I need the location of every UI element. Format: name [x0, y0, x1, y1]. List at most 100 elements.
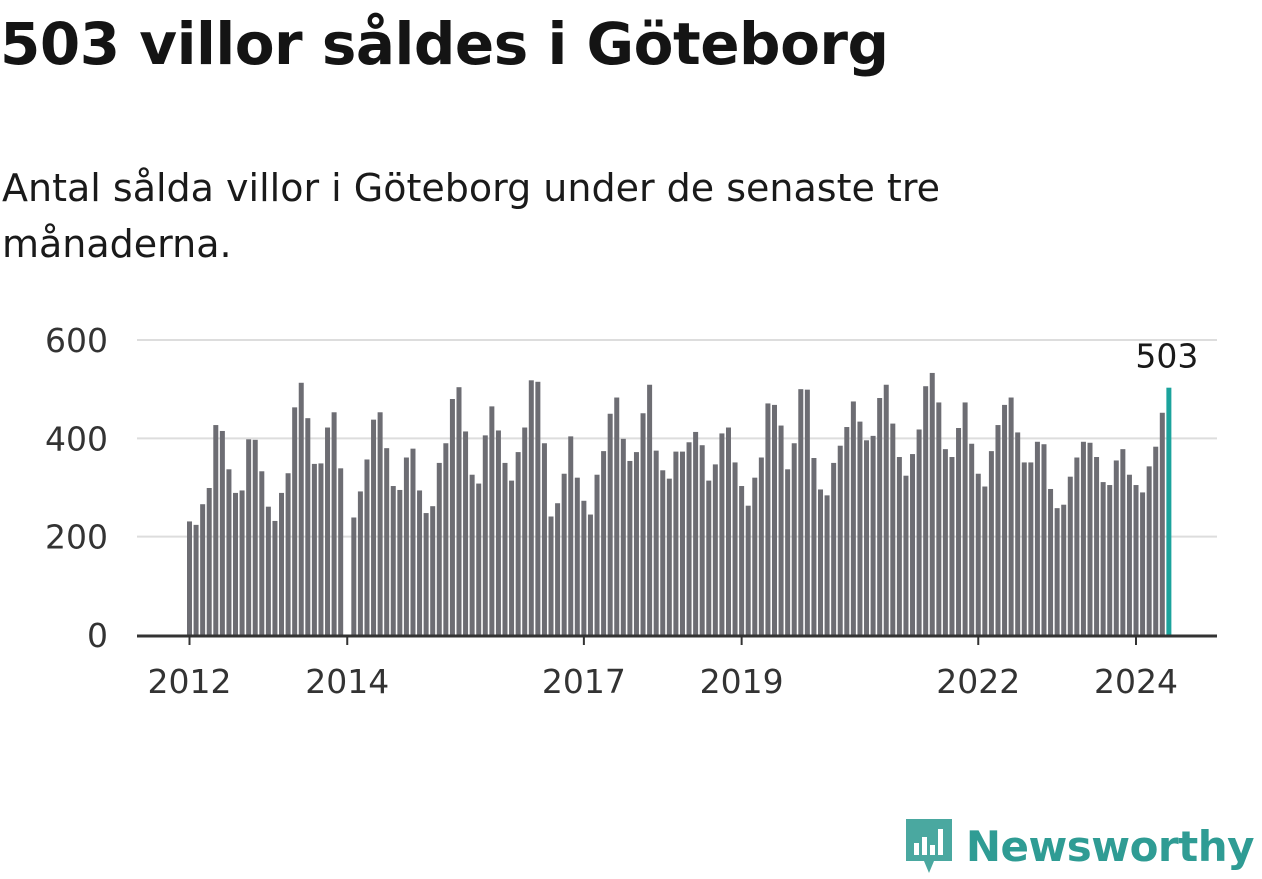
bar	[1041, 444, 1047, 635]
bar	[758, 457, 764, 635]
bar	[495, 430, 501, 635]
bar	[456, 387, 462, 635]
bar	[706, 480, 712, 635]
bar	[660, 470, 666, 635]
bar	[541, 443, 547, 635]
bar	[1107, 485, 1113, 635]
bar	[325, 427, 331, 635]
y-tick-label: 0	[87, 616, 108, 655]
bar	[423, 513, 429, 635]
bar	[870, 435, 876, 635]
newsworthy-logo: Newsworthy	[904, 817, 1255, 875]
bar	[824, 495, 830, 635]
bar	[239, 490, 245, 635]
bar	[837, 445, 843, 635]
bar	[864, 440, 870, 635]
bar	[647, 384, 653, 635]
bar	[206, 487, 212, 635]
bar	[601, 451, 607, 635]
bar	[377, 412, 383, 635]
bar	[430, 506, 436, 635]
bar	[443, 443, 449, 635]
bar	[1002, 404, 1008, 635]
bar	[771, 404, 777, 635]
bar	[923, 386, 929, 635]
bar	[298, 382, 304, 635]
bar	[778, 425, 784, 635]
bar	[818, 489, 824, 635]
bar	[226, 469, 232, 635]
bar	[1133, 485, 1139, 635]
bar	[568, 436, 574, 635]
bar	[1087, 442, 1093, 635]
bar	[791, 443, 797, 635]
bar	[811, 458, 817, 635]
bar	[587, 514, 593, 635]
bar	[686, 442, 692, 635]
bar	[903, 475, 909, 635]
bar	[640, 413, 646, 635]
bar	[620, 438, 626, 635]
bar	[1153, 446, 1159, 635]
y-tick-label: 600	[45, 321, 108, 360]
bar	[515, 452, 521, 635]
bar	[673, 451, 679, 635]
bar	[1113, 460, 1119, 635]
bar	[765, 403, 771, 635]
bar	[574, 477, 580, 635]
x-tick-label: 2017	[542, 662, 626, 701]
x-tick-label: 2022	[936, 662, 1020, 701]
bar	[844, 427, 850, 635]
x-tick-label: 2014	[305, 662, 389, 701]
bar	[739, 486, 745, 635]
x-tick-label: 2024	[1094, 662, 1178, 701]
bar	[653, 450, 659, 635]
y-tick-label: 400	[45, 419, 108, 458]
bar	[357, 491, 363, 635]
bar	[1146, 466, 1152, 635]
bar	[962, 402, 968, 635]
bar	[351, 517, 357, 635]
bar	[929, 372, 935, 635]
bar	[305, 418, 311, 635]
bar	[1100, 482, 1106, 635]
bar	[594, 474, 600, 635]
bar	[725, 427, 731, 635]
bar	[364, 459, 370, 635]
bar	[949, 457, 955, 635]
bar	[246, 439, 252, 635]
bar	[410, 448, 416, 635]
bar	[279, 492, 285, 635]
bar	[1034, 441, 1040, 635]
bar	[528, 380, 534, 635]
bar	[187, 521, 192, 635]
bar	[633, 452, 639, 635]
bar	[883, 384, 889, 635]
bar	[397, 489, 403, 635]
bar	[509, 480, 515, 635]
bar	[1120, 449, 1126, 635]
bar	[436, 462, 442, 635]
bar	[1008, 397, 1014, 635]
bar	[200, 504, 206, 635]
bar	[1054, 508, 1060, 635]
bar	[785, 469, 791, 635]
bar	[463, 431, 469, 635]
bar	[1074, 457, 1080, 635]
bar	[857, 421, 863, 635]
bar	[371, 419, 377, 635]
bar	[331, 412, 337, 635]
bar	[403, 457, 409, 635]
bar	[449, 399, 455, 635]
bar	[318, 463, 324, 635]
bar	[1094, 457, 1100, 635]
bar	[890, 423, 896, 635]
bar	[982, 486, 988, 635]
bar	[1028, 462, 1034, 635]
bar	[975, 473, 981, 635]
bar-chart: 0 200 400 600 2012 2014 2017 2019 2022 2024 503	[45, 321, 1217, 701]
bar	[666, 478, 672, 635]
bar	[272, 520, 278, 635]
bar	[850, 401, 856, 635]
bar	[719, 433, 725, 635]
